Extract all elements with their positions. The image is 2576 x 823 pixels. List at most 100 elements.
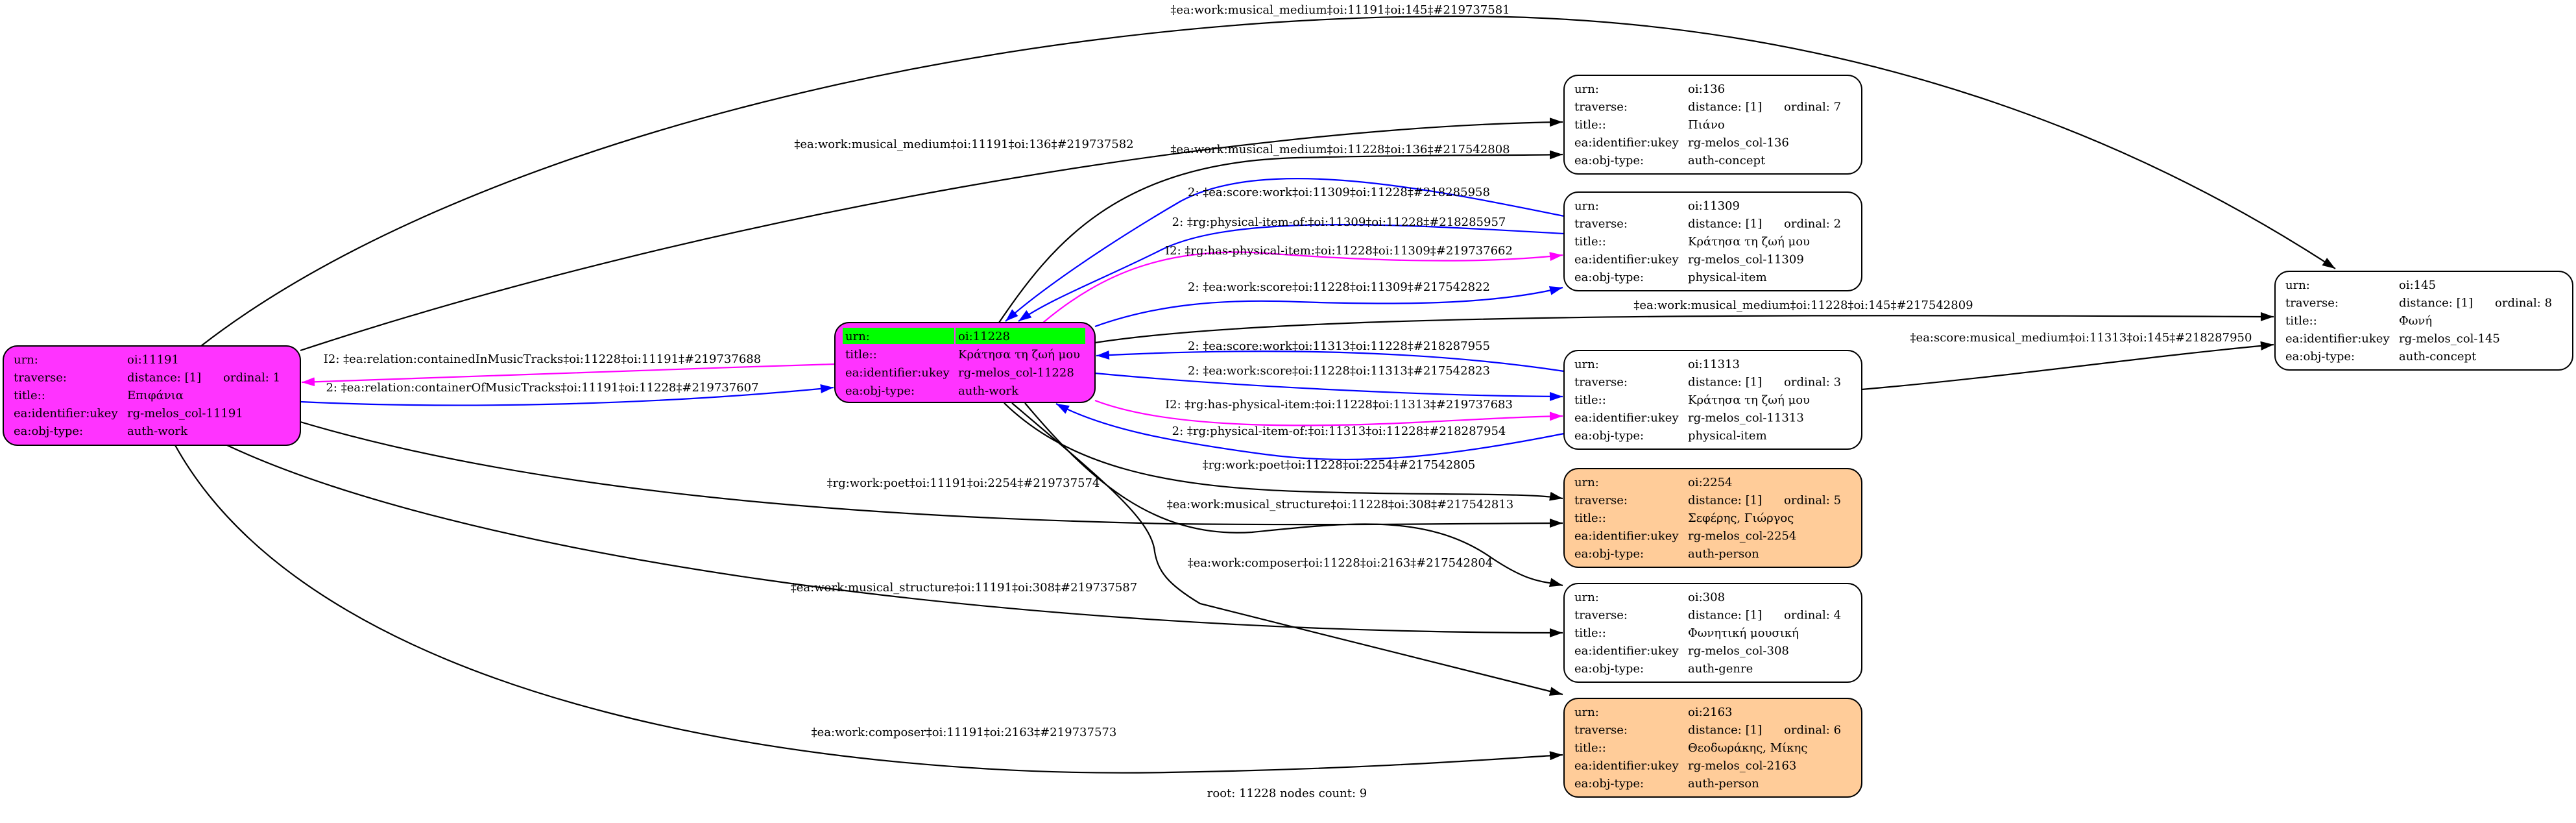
field-value-urn: oi:11228 — [958, 330, 1010, 343]
edge-line[interactable] — [1004, 402, 1563, 501]
field-label-urn: urn: — [1574, 358, 1599, 371]
edge-line[interactable] — [200, 15, 2336, 347]
edge-11309-to-11228[interactable]: 2: ‡ea:score:work‡oi:11309‡oi:11228‡#218… — [1005, 178, 1565, 322]
edge-label: ‡ea:score:musical_medium‡oi:11313‡oi:145… — [1910, 331, 2252, 345]
node-136[interactable]: urn: oi:136 traverse: distance: [1] ordinal:… — [1563, 75, 1862, 175]
edge-11191-to-136[interactable]: ‡ea:work:musical_medium‡oi:11191‡oi:136‡… — [300, 117, 1563, 352]
field-value-urn: oi:308 — [1688, 591, 1725, 604]
edge-11313-to-11228[interactable]: 2: ‡rg:physical-item-of:‡oi:11313‡oi:112… — [1055, 403, 1565, 461]
edge-11228-to-11191[interactable]: I2: ‡ea:relation:containedInMusicTracks‡… — [301, 352, 836, 387]
edge-line[interactable] — [1094, 372, 1563, 401]
edge-line[interactable] — [300, 421, 1563, 528]
node-box[interactable] — [1563, 583, 1862, 683]
edge-label: 2: ‡rg:physical-item-of:‡oi:11313‡oi:112… — [1172, 424, 1506, 438]
field-label-title: title:: — [2285, 314, 2317, 328]
edge-11228-to-11313[interactable]: I2: ‡rg:has-physical-item:‡oi:11228‡oi:1… — [1094, 398, 1563, 426]
edge-11191-to-308[interactable]: ‡ea:work:musical_structure‡oi:11191‡oi:3… — [226, 445, 1563, 637]
edge-11309-to-11228[interactable]: 2: ‡rg:physical-item-of:‡oi:11309‡oi:112… — [1018, 215, 1565, 322]
node-2254[interactable]: urn: oi:2254 traverse: distance: [1] ordinal… — [1563, 468, 1862, 568]
node-11309[interactable]: urn: oi:11309 traverse: distance: [1] ordina… — [1563, 191, 1862, 291]
node-box[interactable] — [1563, 350, 1862, 450]
edge-label: ‡ea:work:composer‡oi:11228‡oi:2163‡#2175… — [1188, 556, 1493, 570]
field-value-ukey: rg-melos_col-11191 — [127, 407, 243, 421]
node-145[interactable]: urn: oi:145 traverse: distance: [1] ordinal:… — [2274, 271, 2573, 371]
edge-line[interactable] — [300, 117, 1563, 352]
field-label-urn: urn: — [14, 353, 38, 367]
field-value-urn: oi:11191 — [127, 353, 179, 367]
edge-line[interactable] — [300, 384, 834, 406]
edge-11313-to-11228[interactable]: 2: ‡ea:score:work‡oi:11313‡oi:11228‡#218… — [1096, 339, 1565, 373]
field-value-distance: distance: [1] — [1688, 724, 1762, 737]
field-value-distance: distance: [1] — [1688, 494, 1762, 508]
edge-line[interactable] — [1042, 251, 1563, 323]
edge-line[interactable] — [226, 445, 1563, 637]
edge-label: ‡ea:work:musical_medium‡oi:11228‡oi:145‡… — [1633, 299, 1973, 312]
edge-11228-to-136[interactable]: ‡ea:work:musical_medium‡oi:11228‡oi:136‡… — [998, 143, 1563, 323]
edge-line[interactable] — [175, 445, 1563, 774]
edge-11313-to-145[interactable]: ‡ea:score:musical_medium‡oi:11313‡oi:145… — [1861, 331, 2274, 391]
edge-line[interactable] — [1094, 312, 2274, 344]
edge-label: 2: ‡ea:work:score‡oi:11228‡oi:11309‡#217… — [1188, 280, 1490, 294]
edge-line[interactable] — [1096, 350, 1565, 373]
field-value-ukey: rg-melos_col-11309 — [1688, 253, 1804, 267]
edge-11228-to-11313[interactable]: 2: ‡ea:work:score‡oi:11228‡oi:11313‡#217… — [1094, 364, 1563, 401]
edge-11228-to-11309[interactable]: 2: ‡ea:work:score‡oi:11228‡oi:11309‡#217… — [1094, 280, 1563, 328]
field-label-title: title:: — [1574, 118, 1606, 132]
field-value-urn: oi:11309 — [1688, 199, 1740, 213]
edge-11228-to-2254[interactable]: ‡rg:work:poet‡oi:11228‡oi:2254‡#21754280… — [1004, 402, 1563, 501]
edge-label: ‡ea:work:composer‡oi:11191‡oi:2163‡#2197… — [812, 726, 1117, 739]
node-box[interactable] — [1563, 75, 1862, 175]
edge-11228-to-2163[interactable]: ‡ea:work:composer‡oi:11228‡oi:2163‡#2175… — [1011, 402, 1563, 696]
field-label-traverse: traverse: — [1574, 724, 1628, 737]
field-value-ordinal: ordinal: 2 — [1784, 217, 1841, 231]
field-value-ukey: rg-melos_col-11228 — [958, 366, 1074, 380]
node-308[interactable]: urn: oi:308 traverse: distance: [1] ordinal:… — [1563, 583, 1862, 683]
edge-11191-to-2254[interactable]: ‡rg:work:poet‡oi:11191‡oi:2254‡#21973757… — [300, 421, 1563, 528]
node-box[interactable] — [1563, 191, 1862, 291]
edge-11191-to-11228[interactable]: 2: ‡ea:relation:containerOfMusicTracks‡o… — [300, 381, 834, 406]
field-value-ukey: rg-melos_col-2254 — [1688, 530, 1796, 543]
field-value-ukey: rg-melos_col-308 — [1688, 645, 1789, 658]
field-value-urn: oi:2163 — [1688, 706, 1732, 719]
field-label-ukey: ea:identifier:ukey — [2285, 332, 2390, 346]
nodes-layer: urn: oi:11191 traverse: distance: [1] ordina… — [3, 75, 2573, 798]
field-label-traverse: traverse: — [2285, 297, 2339, 310]
edge-line[interactable] — [301, 363, 836, 387]
edge-line[interactable] — [1018, 224, 1565, 322]
edge-11228-to-145[interactable]: ‡ea:work:musical_medium‡oi:11228‡oi:145‡… — [1094, 299, 2274, 344]
node-box[interactable] — [1563, 698, 1862, 798]
node-11191[interactable]: urn: oi:11191 traverse: distance: [1] ordina… — [3, 345, 301, 446]
edges-layer: ‡ea:work:musical_medium‡oi:11191‡oi:145‡… — [175, 3, 2336, 774]
edge-line[interactable] — [1094, 399, 1563, 426]
edge-line[interactable] — [1011, 402, 1563, 696]
edge-line[interactable] — [1055, 403, 1565, 461]
graph-caption: root: 11228 nodes count: 9 — [1207, 787, 1367, 800]
node-box[interactable] — [3, 345, 301, 446]
field-value-ukey: rg-melos_col-2163 — [1688, 759, 1796, 773]
edge-line[interactable] — [1094, 286, 1563, 328]
field-label-traverse: traverse: — [1574, 494, 1628, 508]
edge-label: ‡ea:work:musical_medium‡oi:11191‡oi:136‡… — [794, 138, 1133, 151]
edge-11228-to-11309[interactable]: I2: ‡rg:has-physical-item:‡oi:11228‡oi:1… — [1042, 244, 1563, 323]
edge-11191-to-2163[interactable]: ‡ea:work:composer‡oi:11191‡oi:2163‡#2197… — [175, 445, 1563, 774]
node-2163[interactable]: urn: oi:2163 traverse: distance: [1] ordinal… — [1563, 698, 1862, 798]
edge-line[interactable] — [1005, 178, 1565, 322]
field-label-urn: urn: — [1574, 199, 1599, 213]
field-label-traverse: traverse: — [14, 371, 67, 385]
field-value-title: Σεφέρης, Γιώργος — [1688, 511, 1794, 525]
field-label-title: title:: — [14, 389, 45, 402]
edge-line[interactable] — [1861, 341, 2274, 391]
edge-line[interactable] — [998, 150, 1563, 323]
field-value-urn: oi:11313 — [1688, 358, 1740, 371]
node-11313[interactable]: urn: oi:11313 traverse: distance: [1] ordina… — [1563, 350, 1862, 450]
field-label-urn: urn: — [1574, 476, 1599, 489]
node-box[interactable] — [2274, 271, 2573, 371]
field-label-obj_type: ea:obj-type: — [1574, 429, 1644, 443]
node-box[interactable] — [1563, 468, 1862, 568]
field-value-ordinal: ordinal: 7 — [1784, 101, 1841, 114]
edge-label: ‡rg:work:poet‡oi:11191‡oi:2254‡#21973757… — [827, 476, 1100, 490]
field-label-urn: urn: — [1574, 591, 1599, 604]
edge-11191-to-145[interactable]: ‡ea:work:musical_medium‡oi:11191‡oi:145‡… — [200, 3, 2336, 347]
